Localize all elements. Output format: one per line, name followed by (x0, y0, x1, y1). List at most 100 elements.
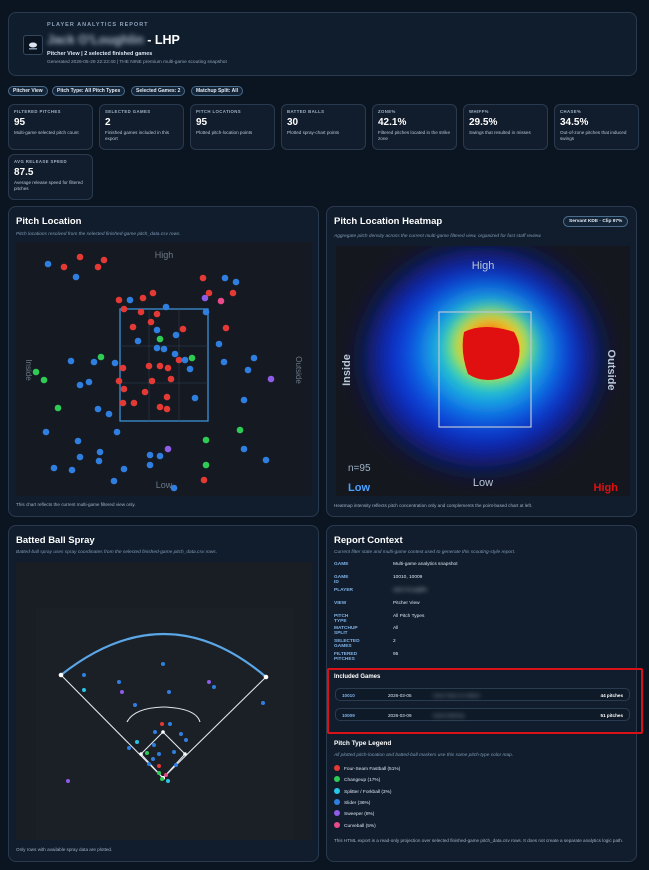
spray-point (157, 752, 161, 756)
heatmap-n-count: n=95 (348, 463, 371, 474)
game-pitch-count: 44 pitches (600, 693, 623, 698)
stat-sub: Swings that resulted in misses (469, 130, 531, 135)
stat-value: 29.5% (469, 117, 498, 128)
pitch-point (119, 399, 127, 407)
game-id: 10010 (342, 693, 355, 698)
pitch-point (76, 453, 84, 461)
stat-label: SELECTED GAMES (105, 109, 151, 114)
context-value: All Pitch Types (393, 614, 425, 619)
pitch-point (170, 484, 178, 492)
stat-whiff-pct: WHIFF% 29.5% Swings that resulted in misse… (463, 104, 548, 150)
stat-sub: Filtered pitches located in the strike z… (378, 130, 451, 141)
legend-item-four-seam: Four-Seam Fastball (51%) (334, 765, 400, 772)
spray-point (82, 688, 86, 692)
pitch-point (164, 445, 172, 453)
stat-batted-balls: BATTED BALLS 30 Plotted spray-chart points (281, 104, 366, 150)
pitch-point (147, 318, 155, 326)
pitch-point (171, 350, 179, 358)
pitch-point (188, 354, 196, 362)
pitch-point (220, 358, 228, 366)
spray-point (174, 763, 178, 767)
heatmap-legend-high: High (594, 482, 619, 494)
stat-value: 30 (287, 117, 299, 128)
pitch-point (32, 368, 40, 376)
pitch-point (148, 377, 156, 385)
pitch-location-footer: This chart reflects the current multi-ga… (16, 502, 136, 507)
pitch-point (68, 466, 76, 474)
heatmap-legend-low: Low (348, 482, 370, 494)
pitch-point (164, 364, 172, 372)
pitch-points (32, 253, 275, 492)
label-inside: Inside (24, 359, 33, 381)
pitch-point (167, 375, 175, 383)
spray-point (207, 680, 211, 684)
player-name: Jack O'Loughlin - LHP (47, 33, 180, 47)
stat-label: PITCH LOCATIONS (196, 109, 242, 114)
stat-label: FILTERED PITCHES (14, 109, 61, 114)
pitch-point (146, 461, 154, 469)
spray-point (172, 750, 176, 754)
stat-avg-release-speed: AVG RELEASE SPEED 87.5 Average release spe… (8, 154, 93, 200)
spray-point (168, 722, 172, 726)
spray-point (145, 751, 149, 755)
filter-chip-games[interactable]: Selected Games: 2 (131, 86, 186, 96)
filter-chip-view[interactable]: Pitcher View (8, 86, 48, 96)
game-opponent: Home Team vs Visitors (433, 693, 480, 698)
report-eyebrow: PLAYER ANALYTICS REPORT (47, 22, 149, 28)
pitch-point (191, 394, 199, 402)
spray-point (135, 740, 139, 744)
pitch-point (120, 465, 128, 473)
filter-chip-pitch-type[interactable]: Pitch Type: All Pitch Types (52, 86, 126, 96)
pitch-point (160, 345, 168, 353)
pitch-location-chart: High Low Inside Outside (16, 242, 312, 496)
context-value: 95 (393, 652, 399, 657)
filter-chip-matchup[interactable]: Matchup Split: All (191, 86, 244, 96)
legend-item-slider: Slider (36%) (334, 799, 370, 806)
spray-point (127, 746, 131, 750)
game-pitch-count: 51 pitches (600, 713, 623, 718)
pitch-point (120, 385, 128, 393)
player-name-text: Jack O'Loughlin (47, 33, 144, 47)
heatmap-label-high: High (472, 260, 495, 272)
context-key: VIEW (334, 601, 347, 606)
spray-point (152, 743, 156, 747)
context-key: FILTERED PITCHES (334, 652, 358, 662)
heatmap-title: Pitch Location Heatmap (334, 216, 443, 227)
heatmap-label-inside: Inside (341, 354, 353, 386)
spray-point (151, 757, 155, 761)
stat-value: 95 (14, 117, 26, 128)
curveball-swatch-icon (334, 822, 340, 828)
stat-selected-games: SELECTED GAMES 2 Finished games included i… (99, 104, 184, 150)
second-base (161, 730, 165, 734)
legend-item-sweeper: Sweeper (8%) (334, 810, 374, 817)
foul-pole-left (58, 672, 64, 678)
included-game-row[interactable]: 10010 2026-03-05 Home Team vs Visitors 4… (335, 688, 630, 701)
legend-label: Four-Seam Fastball (51%) (344, 767, 401, 772)
label-low: Low (156, 480, 173, 490)
heatmap-badge[interactable]: Servant KDE · Clip 97% (563, 216, 629, 227)
pitch-point (179, 325, 187, 333)
pitch-point (67, 357, 75, 365)
pitch-point (201, 294, 209, 302)
pitch-point (72, 273, 80, 281)
pitch-point (96, 448, 104, 456)
stat-filtered-pitches: FILTERED PITCHES 95 Multi-game selected pi… (8, 104, 93, 150)
report-context-title: Report Context (334, 535, 403, 546)
outfield-fence (60, 632, 267, 678)
pitch-point (181, 356, 189, 364)
stat-value: 95 (196, 117, 208, 128)
spray-point (164, 773, 168, 777)
pitch-point (200, 476, 208, 484)
pitch-location-subtitle: Pitch locations resolved from the select… (16, 232, 181, 237)
pitch-point (115, 377, 123, 385)
pitch-point (76, 381, 84, 389)
context-key: PITCH TYPE (334, 614, 349, 624)
base-path-left (126, 706, 164, 723)
included-game-row[interactable]: 10009 2026-03-09 Game Matchup 51 pitches (335, 708, 630, 721)
pitch-point (262, 456, 270, 464)
heatmap-strike-zone (438, 311, 532, 428)
pitch-point (44, 260, 52, 268)
pitch-point (111, 359, 119, 367)
pitch-point (113, 428, 121, 436)
pitch-point (232, 278, 240, 286)
